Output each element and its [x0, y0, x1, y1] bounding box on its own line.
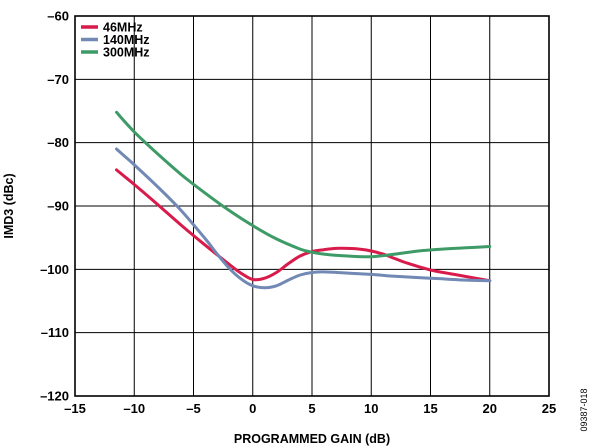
y-tick-label: –110 — [41, 325, 69, 340]
x-tick-label: 25 — [542, 401, 556, 416]
y-tick-label: –120 — [40, 389, 69, 404]
x-tick-label: –10 — [123, 401, 145, 416]
tick-labels: –15 –10 –5 0 5 10 15 20 25 –120 –110 –100 –90 –80 –70 –… — [40, 9, 556, 417]
y-tick-label: –100 — [40, 262, 69, 277]
y-tick-label: –70 — [47, 72, 69, 87]
y-tick-label: –90 — [47, 199, 69, 214]
x-tick-label: –15 — [64, 401, 86, 416]
figure-id: 09387-018 — [579, 388, 589, 431]
series-lines — [115, 110, 492, 290]
series-line-300mhz — [115, 110, 492, 259]
legend-label: 140MHz — [103, 33, 150, 47]
x-tick-label: 10 — [364, 401, 378, 416]
x-tick-label: 5 — [308, 401, 315, 416]
series-line-140mhz — [115, 147, 492, 290]
y-tick-label: –60 — [47, 9, 69, 24]
x-axis-title: PROGRAMMED GAIN (dB) — [234, 432, 390, 446]
y-axis-title: IMD3 (dBc) — [2, 173, 16, 238]
legend-label: 300MHz — [103, 46, 150, 60]
legend-label: 46MHz — [103, 21, 143, 35]
series-line-46mhz — [115, 168, 492, 283]
x-tick-label: 15 — [423, 401, 437, 416]
plot-frame — [74, 15, 550, 397]
x-tick-label: 20 — [483, 401, 497, 416]
x-tick-label: –5 — [186, 401, 200, 416]
x-tick-label: 0 — [249, 401, 256, 416]
y-tick-label: –80 — [47, 135, 69, 150]
